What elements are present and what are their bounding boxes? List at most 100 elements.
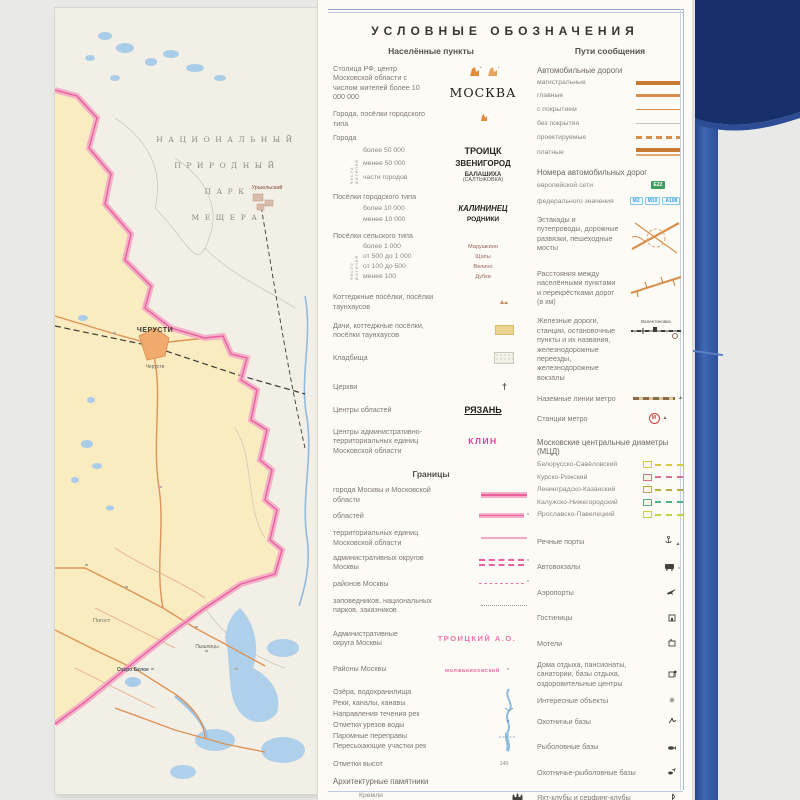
borders-header: Границы: [412, 469, 450, 480]
poi-label: Дома отдыха, пансионаты, санатории, базы…: [537, 659, 627, 688]
moscow-district-sample-wrap: молжаниновский *: [425, 659, 529, 677]
railways-label: Железные дороги, станции, остановочные п…: [537, 316, 616, 382]
distances-icon: [630, 276, 682, 298]
city-row-sample: БАЛАШИХА (САЛТЫКОВКА): [437, 171, 529, 184]
map-label-cherusti-station: Черусти: [146, 364, 165, 370]
railway-sample-icon: Валентиновка: [631, 319, 681, 340]
mcd-square-swatch: [643, 498, 652, 506]
dacha-area-swatch: [494, 325, 514, 336]
moscow-districts-label: Районы Москвы: [333, 663, 387, 673]
cherusti-builtup: [138, 327, 170, 361]
oblast-boundary-line: [54, 89, 283, 725]
border-row: города Москвы и Московской области: [333, 485, 529, 504]
river: [298, 295, 310, 607]
bus-station-icon: [665, 563, 675, 571]
park-name: НАЦИОНАЛЬНЫЙ ПРИРОДНЫЙ ПАРК МЕЩЕРА: [156, 135, 292, 222]
mcd-row-label: Ленинградско-Казанский: [537, 486, 616, 494]
road-toll-swatch: [636, 148, 680, 156]
urban-row: менее 10 000 РОДНИКИ: [363, 216, 529, 223]
yacht-club-icon: [671, 793, 675, 800]
urban-label: Посёлки городского типа: [333, 191, 417, 201]
urban-row-label: более 10 000: [363, 204, 405, 212]
rural-label: Посёлки сельского типа: [333, 230, 413, 240]
border-unit-swatch: [481, 536, 527, 539]
border-row-label: города Москвы и Московской области: [333, 485, 431, 504]
lakes-mid: [71, 315, 114, 511]
metro-lines-item: Наземные линии метро ▲: [537, 394, 683, 403]
moscow-district-sample: молжаниновский: [444, 668, 500, 675]
rural-row-label: от 500 до 1 000: [363, 253, 412, 261]
mcd-row: Белорусско-Савёловский: [537, 461, 683, 469]
urban-row-label: менее 10 000: [363, 215, 406, 223]
towns-header-label: Города, посёлки городского типа: [333, 109, 426, 128]
road-main-swatch: [636, 94, 680, 97]
map-label-pyshlitsy: Пышлицы: [195, 644, 219, 650]
admin-center-sample: КЛИН: [468, 436, 498, 447]
distances-label: Расстояния между населёнными пунктами и …: [537, 269, 616, 307]
settlements-header: Населённые пункты: [388, 46, 474, 56]
capital-item: Столица РФ, центр Московской области с ч…: [333, 64, 529, 101]
capital-sample: * * МОСКВА: [437, 65, 529, 100]
triangle-marker: ▲: [675, 541, 681, 548]
dachas-label: Дачи, коттеджные посёлки, посёлки таунха…: [333, 321, 424, 340]
urban-row-sample: РОДНИКИ: [466, 215, 500, 223]
road-row-label: магистральные: [537, 79, 586, 86]
routes-column: Пути сообщения Автомобильные дороги маги…: [537, 46, 683, 800]
road-row-label: без покрытия: [537, 120, 580, 127]
mcd-square-swatch: [643, 473, 652, 481]
cemetery-area-swatch: [494, 351, 514, 364]
city-part-sample2: (САЛТЫКОВКА): [462, 176, 504, 183]
admin-okrug-label: Административные округа Москвы: [333, 628, 398, 648]
euro-route-badge: Е22: [650, 181, 666, 189]
border-okrug-swatch: [479, 558, 525, 566]
city-part-sample: БАЛАШИХА: [464, 170, 502, 178]
capital-sample-name: МОСКВА: [449, 85, 517, 101]
rural-row-sample: Щапы: [475, 253, 491, 260]
poi-label: Охотничьи базы: [537, 716, 591, 726]
poi-row: Речные порты ▲: [537, 532, 683, 550]
road-row-label: проектируемые: [537, 134, 587, 141]
star-marker: *: [527, 512, 529, 519]
church-cross-icon: [502, 382, 506, 390]
metro-stations-label: Станции метро: [537, 413, 588, 423]
star-marker: *: [527, 559, 529, 566]
mcd-line-swatch: [655, 476, 683, 479]
poi-label: Автовокзалы: [537, 562, 581, 572]
motel-icon: [668, 639, 676, 647]
mcd-row: Ленинградско-Казанский: [537, 486, 683, 494]
hydro-line-label: Озёра, водохранилища: [333, 687, 412, 697]
poi-label: Аэропорты: [537, 587, 574, 597]
park-name-line: ПАРК: [204, 187, 249, 196]
poi-row: Аэропорты: [537, 583, 683, 601]
monument-row: Кремли: [333, 792, 529, 800]
towns-header-item: Города, посёлки городского типа: [333, 109, 529, 128]
urban-row-sample: КАЛИНИНЕЦ: [458, 203, 508, 213]
admin-okrug-sample: ТРОИЦКИЙ А.О.: [437, 633, 517, 643]
population-axis-label: число жителей: [349, 158, 359, 184]
map-label-urshelsky: Уршельский: [252, 184, 283, 191]
capital-label: Столица РФ, центр Московской области с ч…: [333, 64, 420, 102]
hydro-line-label: Направления течения рек: [333, 709, 420, 719]
map-fragment: НАЦИОНАЛЬНЫЙ ПРИРОДНЫЙ ПАРК МЕЩЕРА Уршел…: [53, 8, 317, 794]
rural-row-sample: Дубки: [475, 273, 491, 280]
hydro-labels: Озёра, водохранилища Реки, каналы, канав…: [333, 687, 463, 753]
mcd-row: Калужско-Нижегородский: [537, 498, 683, 506]
elevation-item: Отметки высот 140: [333, 759, 529, 768]
cover-crease: [693, 349, 723, 357]
border-capital-swatch: [481, 491, 527, 498]
city-row-label: менее 50 000: [363, 159, 406, 167]
road-unpaved-swatch: [636, 123, 680, 124]
rural-row-label: более 1 000: [363, 243, 401, 251]
roads-header: Автомобильные дороги: [537, 66, 623, 75]
mcd-row-label: Курско-Рижский: [537, 473, 588, 481]
border-reserve-swatch: [481, 604, 527, 606]
elevation-label: Отметки высот: [333, 759, 383, 769]
federal-route-badge: А108: [662, 197, 681, 205]
population-axis-label: число жителей: [349, 255, 359, 281]
road-row-label: платные: [537, 148, 564, 156]
churches-label: Церкви: [333, 381, 358, 391]
railway-station-label: Валентиновка: [641, 319, 671, 324]
border-row: районов Москвы *: [333, 579, 529, 588]
admin-centers-item: Центры административно-территориальных е…: [333, 427, 529, 455]
resort-icon: [668, 670, 677, 678]
